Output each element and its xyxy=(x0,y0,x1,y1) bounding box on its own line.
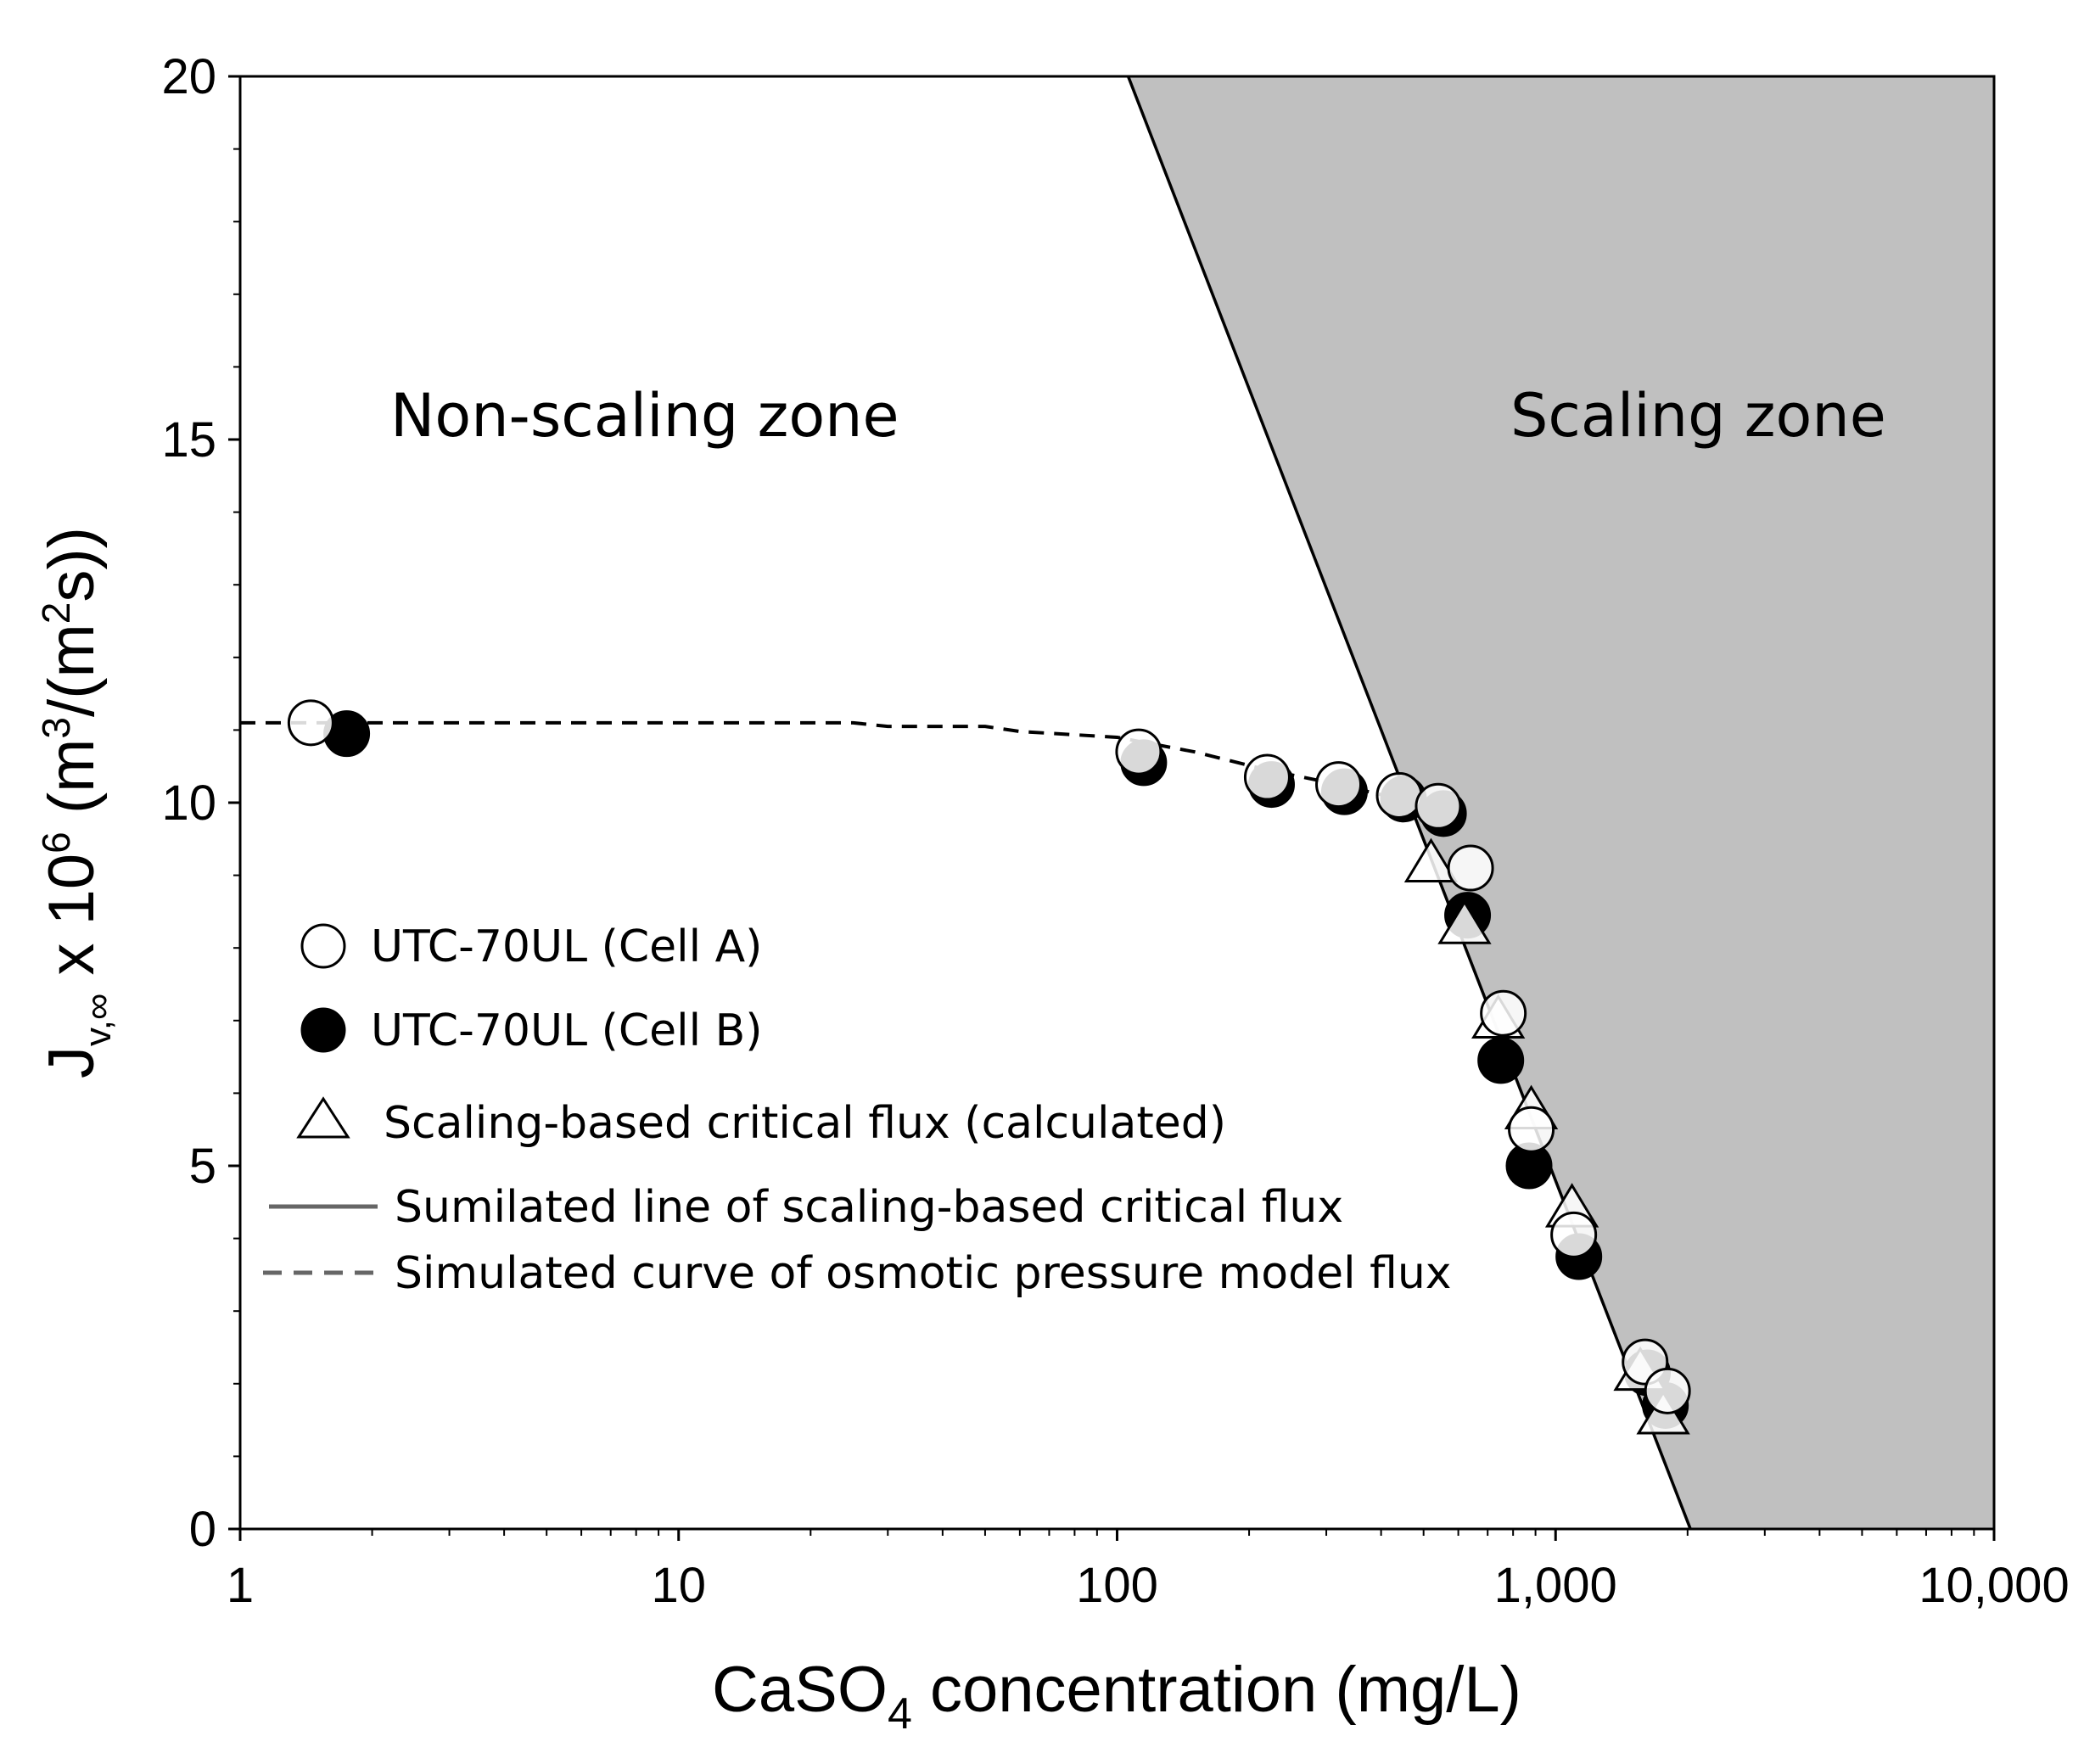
y-axis-title-subscript: v,∞ xyxy=(77,994,119,1046)
y-tick-label: 20 xyxy=(161,49,216,104)
x-axis-title-subscript: 4 xyxy=(888,1689,912,1739)
legend-label-cell-a: UTC-70UL (Cell A) xyxy=(371,921,762,972)
legend-label-cell-b: UTC-70UL (Cell B) xyxy=(371,1005,763,1056)
y-tick-label: 0 xyxy=(189,1502,216,1557)
legend-filled-circle-icon xyxy=(300,1007,346,1053)
y-tick-label: 5 xyxy=(189,1139,216,1194)
x-tick-label: 10,000 xyxy=(1919,1558,2069,1613)
x-tick-label: 1 xyxy=(227,1558,254,1613)
non-scaling-zone-label: Non-scaling zone xyxy=(390,381,899,451)
legend-open-circle-icon xyxy=(300,923,346,969)
y-axis-title-mid: x 10 xyxy=(36,854,108,994)
legend-label-critical-flux: Scaling-based critical flux (calculated) xyxy=(384,1098,1226,1149)
cell-a-point xyxy=(1508,1106,1555,1153)
y-axis-title: Jv,∞ x 106 (m3/(m2s)) xyxy=(34,527,119,1078)
cell-a-point xyxy=(1480,989,1527,1037)
cell-a-point xyxy=(1415,782,1462,830)
cell-a-point xyxy=(1115,728,1162,776)
y-tick-label: 10 xyxy=(161,776,216,831)
cell-a-point xyxy=(1375,771,1423,819)
cell-a-point xyxy=(1315,761,1363,809)
y-axis-title-j: J xyxy=(36,1046,108,1078)
scaling-zone-region xyxy=(1128,76,1994,1529)
y-axis-title-units-a: (m xyxy=(36,739,108,832)
x-axis-title: CaSO4 concentration (mg/L) xyxy=(712,1654,1521,1739)
cell-a-point xyxy=(1550,1211,1598,1258)
marker-layer xyxy=(287,699,1691,1435)
legend-triangle-icon xyxy=(296,1096,350,1139)
y-axis-title-sup3: 3 xyxy=(34,717,78,739)
legend: UTC-70UL (Cell A) UTC-70UL (Cell B) Scal… xyxy=(263,921,1452,1299)
legend-label-simulated-curve: Simulated curve of osmotic pressure mode… xyxy=(395,1248,1452,1299)
x-tick-label: 100 xyxy=(1076,1558,1158,1613)
y-axis-title-units-c: s)) xyxy=(36,527,108,602)
y-axis-title-sup6: 6 xyxy=(34,832,78,854)
y-axis-title-sup2: 2 xyxy=(34,602,78,624)
x-axis-title-main: CaSO xyxy=(712,1654,888,1726)
y-axis-title-units-b: /(m xyxy=(36,624,108,717)
critical-flux-point xyxy=(1403,837,1459,882)
cell-a-point xyxy=(1243,753,1291,801)
cell-b-point xyxy=(1477,1037,1525,1084)
scaling-zone-label: Scaling zone xyxy=(1510,381,1886,451)
y-tick-label: 15 xyxy=(161,412,216,468)
x-tick-label: 1,000 xyxy=(1494,1558,1617,1613)
legend-label-simulated-line: Sumilated line of scaling-based critical… xyxy=(395,1182,1343,1233)
cell-a-point xyxy=(1644,1367,1691,1414)
cell-a-point xyxy=(1447,844,1494,892)
x-tick-label: 10 xyxy=(651,1558,706,1613)
cell-a-point xyxy=(287,699,334,747)
x-axis-title-rest: concentration (mg/L) xyxy=(912,1654,1521,1726)
tick-layer: 0 5 10 15 20 1 10 100 1,000 10,000 xyxy=(161,49,2069,1613)
critical-flux-point xyxy=(1437,899,1492,944)
